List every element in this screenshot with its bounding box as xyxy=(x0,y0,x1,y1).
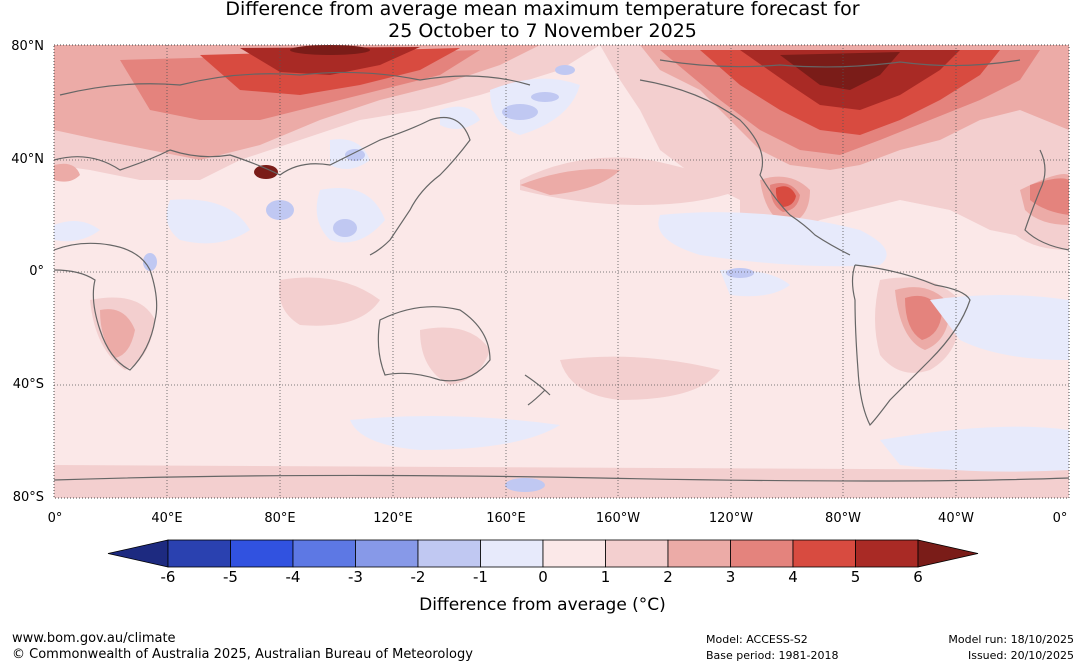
colorbar-tick-label: -6 xyxy=(160,568,176,586)
lon-label-80w: 80°W xyxy=(825,511,861,526)
lat-label-40s: 40°S xyxy=(12,377,44,392)
lon-label-0-right: 0° xyxy=(1052,511,1068,526)
colorbar-tick-label: -3 xyxy=(348,568,363,586)
colorbar-swatch xyxy=(480,539,544,568)
colorbar-tick-label: 3 xyxy=(725,568,736,586)
footer-base-period: Base period: 1981-2018 xyxy=(706,649,839,662)
colorbar-swatch xyxy=(792,539,856,568)
colorbar-tick-label: 2 xyxy=(663,568,673,586)
colorbar-label: Difference from average (°C) xyxy=(419,595,666,615)
anomaly-above-6-regions xyxy=(254,45,900,179)
footer-model-run: Model run: 18/10/2025 xyxy=(948,633,1074,646)
colorbar-tick-label: -5 xyxy=(223,568,238,586)
colorbar-tick-label: 4 xyxy=(788,568,798,586)
lon-label-160e: 160°E xyxy=(486,511,526,526)
map-title-line-1: Difference from average mean maximum tem… xyxy=(225,0,860,20)
colorbar-tick-label: 1 xyxy=(600,568,611,586)
colorbar-swatch xyxy=(667,539,731,568)
lon-label-120e: 120°E xyxy=(373,511,413,526)
map-title-line-2: 25 October to 7 November 2025 xyxy=(388,20,697,42)
colorbar-extend-high xyxy=(917,539,979,568)
colorbar-swatch xyxy=(417,539,481,568)
lat-label-80s: 80°S xyxy=(12,490,44,505)
lat-label-40n: 40°N xyxy=(11,152,44,167)
colorbar-swatch xyxy=(167,539,231,568)
colorbar-extend-low xyxy=(107,539,169,568)
colorbar-tick-label: 5 xyxy=(850,568,861,586)
coastlines xyxy=(53,59,1070,482)
lon-label-40e: 40°E xyxy=(151,511,183,526)
colorbar-tick-label: -2 xyxy=(410,568,426,586)
lon-label-40w: 40°W xyxy=(938,511,974,526)
lat-label-0: 0° xyxy=(29,264,44,279)
anomaly-minus1-0-regions xyxy=(54,78,1069,472)
colorbar-swatch xyxy=(355,539,419,568)
colorbar-swatch xyxy=(605,539,669,568)
colorbar-swatch xyxy=(292,539,356,568)
lon-label-80e: 80°E xyxy=(264,511,296,526)
colorbar-swatch xyxy=(730,539,794,568)
graticule xyxy=(54,45,1069,498)
lat-label-80n: 80°N xyxy=(11,39,44,54)
colorbar-tick-label: 0 xyxy=(538,568,548,586)
colorbar-swatch xyxy=(230,539,294,568)
map-frame xyxy=(53,44,1070,499)
lon-label-160w: 160°W xyxy=(595,511,641,526)
footer-model: Model: ACCESS-S2 xyxy=(706,633,808,646)
colorbar-tick-label: -1 xyxy=(473,568,488,586)
colorbar-swatch xyxy=(542,539,606,568)
footer-website: www.bom.gov.au/climate xyxy=(12,631,176,646)
colorbar-swatch xyxy=(855,539,919,568)
footer-issued: Issued: 20/10/2025 xyxy=(967,649,1074,662)
footer-copyright: © Commonwealth of Australia 2025, Austra… xyxy=(12,647,473,662)
colorbar-tick-label: -4 xyxy=(285,568,301,586)
lon-label-0-left: 0° xyxy=(47,511,63,526)
lon-label-120w: 120°W xyxy=(708,511,754,526)
colorbar-tick-label: 6 xyxy=(913,568,923,586)
